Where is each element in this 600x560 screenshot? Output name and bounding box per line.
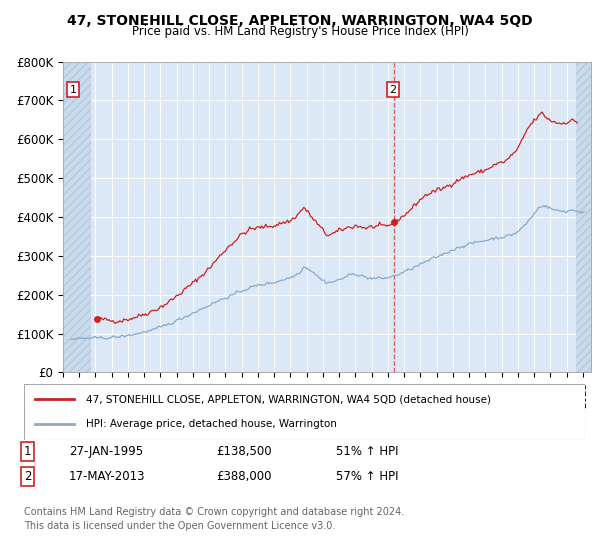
Text: 17-MAY-2013: 17-MAY-2013 bbox=[69, 470, 146, 483]
Text: 1: 1 bbox=[70, 85, 76, 95]
Text: 2: 2 bbox=[389, 85, 397, 95]
Text: Price paid vs. HM Land Registry's House Price Index (HPI): Price paid vs. HM Land Registry's House … bbox=[131, 25, 469, 38]
Text: 51% ↑ HPI: 51% ↑ HPI bbox=[336, 445, 398, 458]
Bar bbox=[577, 62, 591, 372]
Text: 27-JAN-1995: 27-JAN-1995 bbox=[69, 445, 143, 458]
Text: £138,500: £138,500 bbox=[216, 445, 272, 458]
Text: 47, STONEHILL CLOSE, APPLETON, WARRINGTON, WA4 5QD (detached house): 47, STONEHILL CLOSE, APPLETON, WARRINGTO… bbox=[86, 394, 491, 404]
Text: £388,000: £388,000 bbox=[216, 470, 271, 483]
Text: 1: 1 bbox=[24, 445, 32, 458]
Text: 2: 2 bbox=[24, 470, 32, 483]
Text: 47, STONEHILL CLOSE, APPLETON, WARRINGTON, WA4 5QD: 47, STONEHILL CLOSE, APPLETON, WARRINGTO… bbox=[67, 14, 533, 28]
FancyBboxPatch shape bbox=[24, 384, 585, 440]
Text: 57% ↑ HPI: 57% ↑ HPI bbox=[336, 470, 398, 483]
Bar bbox=[63, 62, 91, 372]
Text: Contains HM Land Registry data © Crown copyright and database right 2024.
This d: Contains HM Land Registry data © Crown c… bbox=[24, 507, 404, 531]
Text: HPI: Average price, detached house, Warrington: HPI: Average price, detached house, Warr… bbox=[86, 419, 337, 429]
